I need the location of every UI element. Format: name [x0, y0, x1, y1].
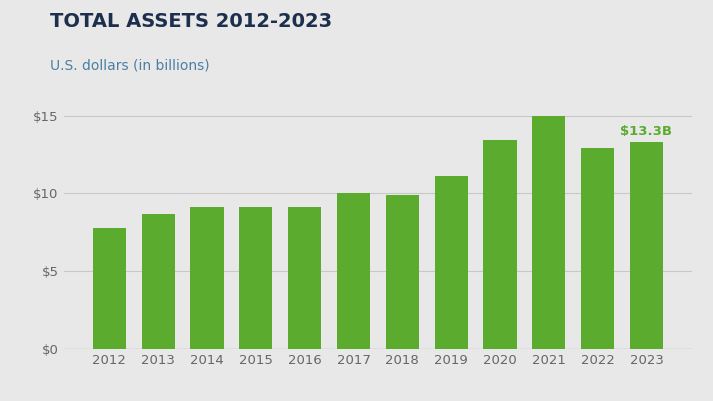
Bar — [581, 148, 615, 349]
Bar — [239, 207, 272, 349]
Bar — [288, 207, 322, 349]
Bar — [630, 142, 663, 349]
Bar — [141, 214, 175, 349]
Bar — [386, 195, 419, 349]
Bar — [483, 140, 517, 349]
Text: TOTAL ASSETS 2012-2023: TOTAL ASSETS 2012-2023 — [50, 12, 332, 31]
Bar — [190, 207, 224, 349]
Bar — [434, 176, 468, 349]
Bar — [93, 227, 126, 349]
Bar — [337, 193, 370, 349]
Bar — [532, 115, 565, 349]
Text: U.S. dollars (in billions): U.S. dollars (in billions) — [50, 58, 210, 72]
Text: $13.3B: $13.3B — [620, 125, 672, 138]
